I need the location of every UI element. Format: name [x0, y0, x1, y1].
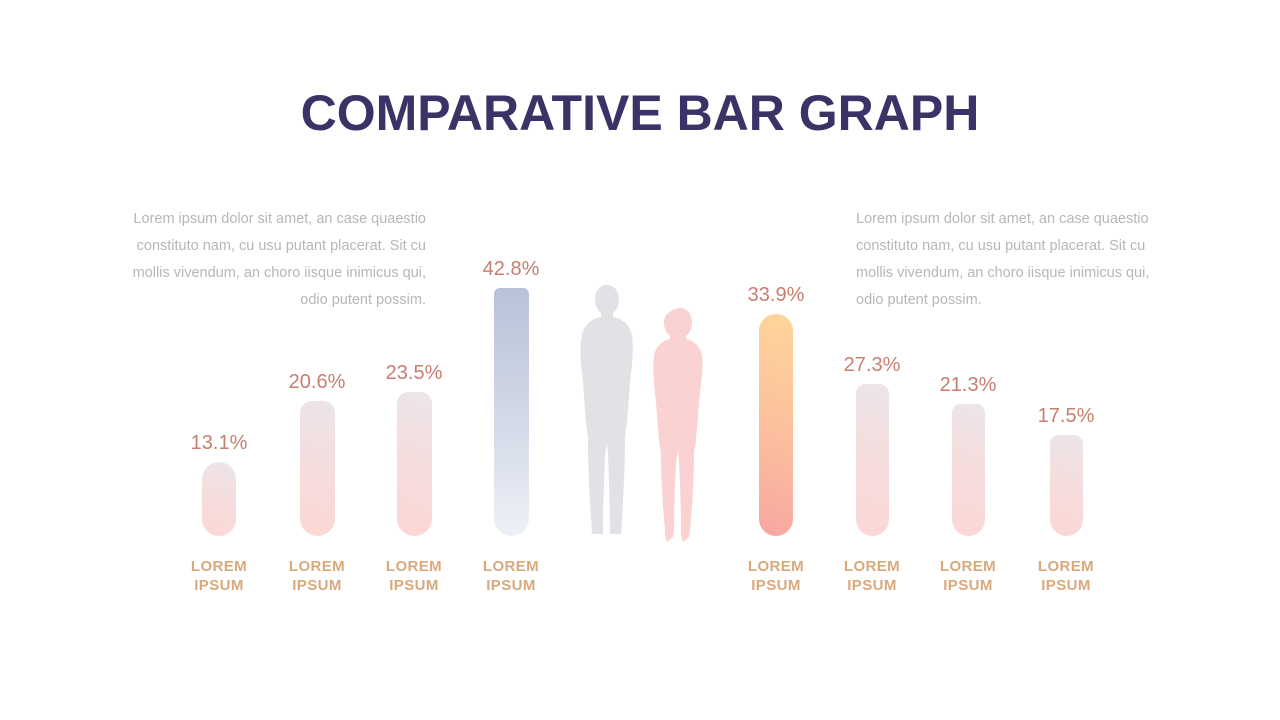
- intro-paragraph-left: Lorem ipsum dolor sit amet, an case quae…: [132, 211, 426, 308]
- bar-category-label: LOREM IPSUM: [747, 558, 805, 594]
- male-silhouette-icon: [580, 285, 633, 534]
- bar-category-label: LOREM IPSUM: [288, 558, 346, 594]
- bar-category-label: LOREM IPSUM: [482, 558, 540, 594]
- people-silhouettes: [580, 285, 703, 542]
- bar-right-3: [951, 404, 985, 536]
- intro-paragraph-right: Lorem ipsum dolor sit amet, an case quae…: [856, 211, 1150, 308]
- female-silhouette-icon: [653, 308, 703, 530]
- bar-category-label: LOREM IPSUM: [1037, 558, 1095, 594]
- bar-value-label: 17.5%: [1037, 405, 1095, 427]
- bar-left-3: [396, 392, 432, 536]
- bar-right-1: [759, 314, 793, 536]
- female-left-heel-icon: [665, 530, 674, 542]
- bar-value-label: 13.1%: [190, 432, 248, 454]
- bar-value-label: 33.9%: [747, 284, 805, 306]
- bar-value-label: 27.3%: [843, 354, 901, 376]
- bar-value-label: 23.5%: [385, 362, 443, 384]
- bar-right-4: [1049, 435, 1083, 536]
- bar-right-2: [855, 384, 889, 536]
- bar-category-label: LOREM IPSUM: [385, 558, 443, 594]
- slide-title: COMPARATIVE BAR GRAPH: [300, 85, 980, 141]
- bar-left-1: [202, 462, 236, 536]
- bar-value-label: 20.6%: [288, 371, 346, 393]
- bar-category-label: LOREM IPSUM: [190, 558, 248, 594]
- bar-left-4: [493, 288, 529, 536]
- bar-left-2: [299, 401, 335, 536]
- female-right-heel-icon: [681, 530, 690, 542]
- bar-category-label: LOREM IPSUM: [939, 558, 997, 594]
- bar-category-label: LOREM IPSUM: [843, 558, 901, 594]
- bar-value-label: 21.3%: [939, 374, 997, 396]
- bar-value-label: 42.8%: [482, 258, 540, 280]
